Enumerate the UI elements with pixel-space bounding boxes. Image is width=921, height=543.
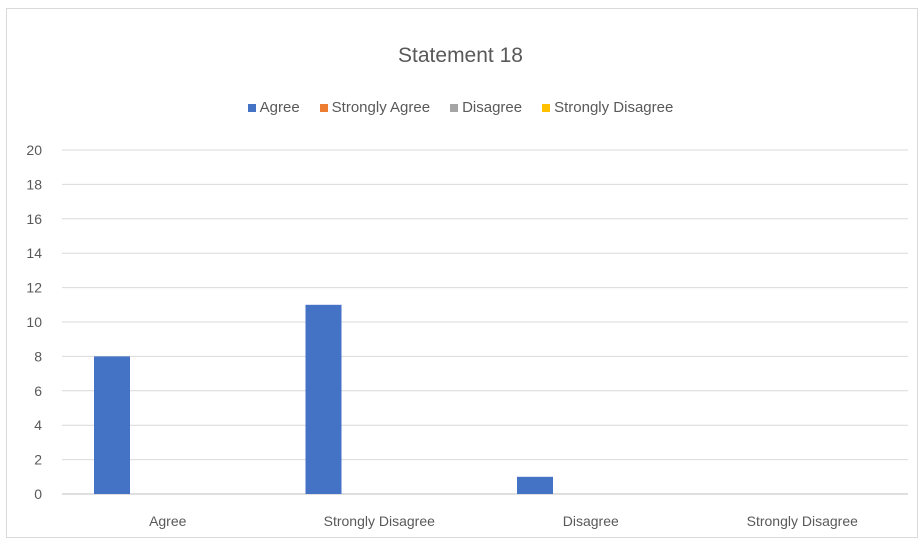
x-category-label: Agree: [149, 513, 187, 529]
y-tick-label: 8: [34, 348, 42, 364]
legend-swatch-disagree: [450, 103, 459, 112]
x-category-label: Disagree: [563, 513, 619, 529]
bar-agree: [305, 304, 342, 494]
y-tick-label: 12: [26, 280, 42, 296]
legend-item-agree: Agree: [247, 99, 300, 116]
legend-swatch-strongly-agree: [319, 103, 328, 112]
legend-label-strongly-disagree: Strongly Disagree: [554, 99, 674, 116]
y-tick-label: 4: [34, 417, 42, 433]
y-tick-label: 18: [26, 176, 42, 192]
chart-legend: Agree Strongly Agree Disagree Strongly D…: [0, 99, 921, 116]
y-tick-label: 2: [34, 452, 42, 468]
chart-frame: [6, 8, 918, 538]
legend-item-disagree: Disagree: [450, 99, 522, 116]
y-tick-label: 6: [34, 383, 42, 399]
legend-swatch-agree: [247, 103, 256, 112]
bar-agree: [517, 476, 553, 494]
chart-title: Statement 18: [398, 44, 523, 67]
y-tick-label: 0: [34, 486, 42, 502]
legend-swatch-strongly-disagree: [542, 103, 551, 112]
bar-agree: [94, 356, 130, 494]
legend-item-strongly-disagree: Strongly Disagree: [542, 99, 673, 116]
x-category-label: Strongly Disagree: [324, 513, 435, 529]
legend-label-disagree: Disagree: [462, 99, 523, 116]
legend-label-strongly-agree: Strongly Agree: [331, 99, 431, 116]
y-tick-label: 16: [26, 211, 42, 227]
legend-label-agree: Agree: [259, 99, 300, 116]
x-category-label: Strongly Disagree: [747, 513, 858, 529]
legend-item-strongly-agree: Strongly Agree: [319, 99, 431, 116]
y-tick-label: 14: [26, 245, 42, 261]
y-tick-label: 20: [26, 142, 42, 158]
y-tick-label: 10: [26, 314, 42, 330]
